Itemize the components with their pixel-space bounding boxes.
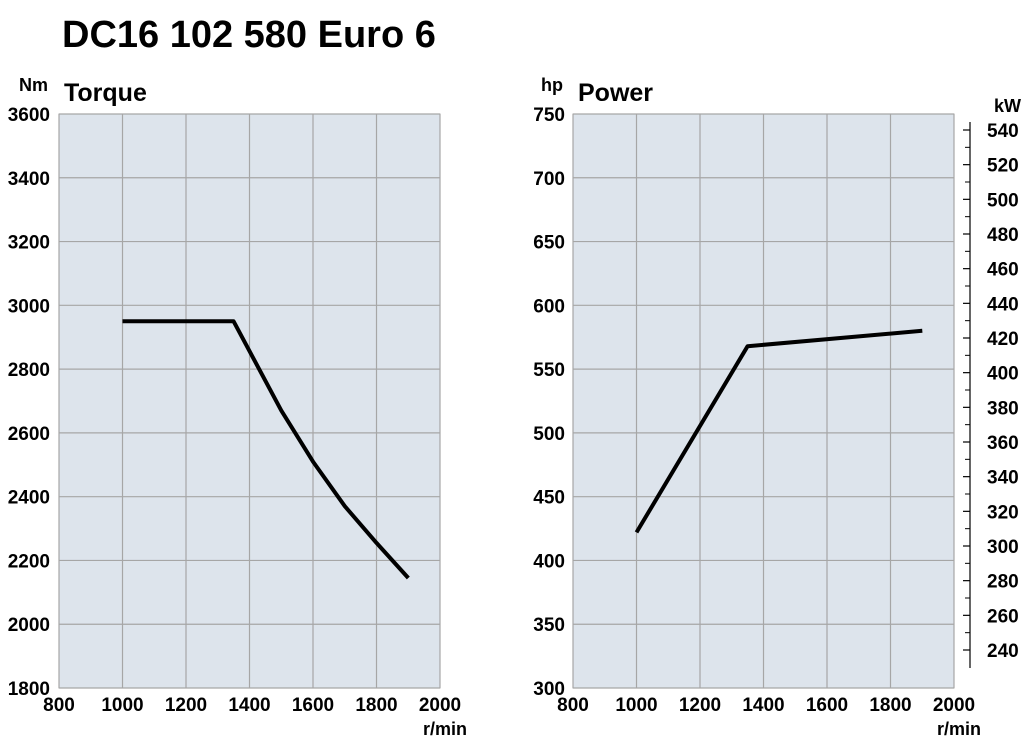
x-tick-label: 2000 [933,695,975,716]
y-tick-label: 1800 [8,679,50,700]
y-tick-label: 3000 [8,296,50,317]
x-tick-label: 1800 [869,695,911,716]
y-tick-label: 650 [533,233,565,254]
y-tick-label: 3400 [8,169,50,190]
series-line [634,328,923,534]
y2-tick-label: 520 [987,156,1019,177]
x-tick-label: 2000 [419,695,461,716]
y2-tick-label: 400 [987,364,1019,385]
y2-tick-label: 260 [987,606,1019,627]
y-tick-label: 2600 [8,424,50,445]
x-tick-label: 1800 [355,695,397,716]
x-tick-label: 1400 [228,695,270,716]
x-tick-label: 800 [43,695,75,716]
y2-axis-unit: kW [994,96,1021,116]
y-tick-label: 300 [533,679,565,700]
x-tick-label: 1000 [101,695,143,716]
y-tick-label: 550 [533,360,565,381]
x-axis-unit: r/min [937,719,981,739]
y2-tick-label: 440 [987,294,1019,315]
series-line [122,319,410,580]
chart-title: Torque [64,79,147,107]
y2-tick-label: 480 [987,225,1019,246]
y-tick-label: 450 [533,488,565,509]
y2-tick-label: 280 [987,572,1019,593]
y-tick-label: 2200 [8,551,50,572]
y2-tick-label: 420 [987,329,1019,350]
y-tick-label: 600 [533,296,565,317]
x-tick-label: 1600 [292,695,334,716]
y-tick-label: 3600 [8,105,50,126]
y2-tick-label: 320 [987,502,1019,523]
page-title: DC16 102 580 Euro 6 [62,14,436,56]
y-tick-label: 400 [533,551,565,572]
x-tick-label: 1600 [806,695,848,716]
y-axis-unit: Nm [19,75,48,95]
y2-tick-label: 540 [987,121,1019,142]
y-tick-label: 350 [533,615,565,636]
y-tick-label: 500 [533,424,565,445]
y-tick-label: 2400 [8,488,50,509]
x-tick-label: 1400 [742,695,784,716]
y-tick-label: 750 [533,105,565,126]
y2-tick-label: 300 [987,537,1019,558]
y-tick-label: 3200 [8,233,50,254]
y-tick-label: 2000 [8,615,50,636]
x-tick-label: 1200 [679,695,721,716]
x-tick-label: 1000 [615,695,657,716]
x-axis-unit: r/min [423,719,467,739]
y-tick-label: 700 [533,169,565,190]
y2-tick-label: 340 [987,468,1019,489]
x-tick-label: 1200 [165,695,207,716]
y2-tick-label: 460 [987,260,1019,281]
x-tick-label: 800 [557,695,589,716]
y2-tick-label: 240 [987,641,1019,662]
y-tick-label: 2800 [8,360,50,381]
y2-tick-label: 380 [987,398,1019,419]
chart-title: Power [578,79,653,107]
y2-tick-label: 500 [987,190,1019,211]
y2-tick-label: 360 [987,433,1019,454]
y-axis-unit: hp [541,75,563,95]
